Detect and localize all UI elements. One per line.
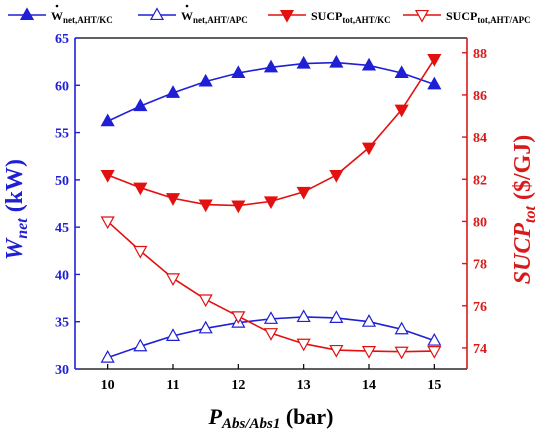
series-group <box>100 54 442 363</box>
left-tick-label: 55 <box>55 127 69 142</box>
data-point <box>361 57 377 71</box>
legend-item-3: SUCPtot,AHT/KC <box>268 9 391 25</box>
data-point <box>165 328 181 341</box>
data-point <box>329 169 344 183</box>
data-point <box>394 346 409 360</box>
right-tick-label: 84 <box>473 131 487 146</box>
data-point <box>198 294 213 308</box>
series-line <box>107 58 436 207</box>
data-point <box>231 65 246 79</box>
data-point <box>100 113 115 127</box>
data-point <box>231 311 246 324</box>
data-point <box>296 186 311 200</box>
data-point <box>263 59 279 73</box>
data-point <box>133 98 148 112</box>
data-point <box>198 320 213 334</box>
data-point <box>361 142 377 156</box>
data-point <box>263 328 279 341</box>
legend-marker <box>19 7 35 21</box>
data-point <box>133 338 148 352</box>
ticks: 30 35 40 45 50 55 60 65 74 76 78 80 82 84 86 88 10 11 12 13… <box>55 32 487 393</box>
left-tick-label: 45 <box>55 221 69 236</box>
right-tick-label: 88 <box>473 47 487 62</box>
data-point <box>296 55 311 69</box>
legend-label: SUCPtot,AHT/APC <box>446 9 531 25</box>
legend-item-2: Wnet,AHT/APC <box>138 4 248 25</box>
data-point <box>361 346 377 359</box>
bottom-tick-label: 15 <box>427 378 441 393</box>
legend-item-1: Wnet,AHT/KC <box>8 4 113 25</box>
data-point <box>100 169 115 183</box>
bottom-tick-label: 11 <box>166 378 179 393</box>
data-point <box>100 349 115 363</box>
data-point <box>394 65 409 79</box>
data-point <box>329 310 344 323</box>
legend-dot-icon <box>55 4 59 8</box>
right-tick-label: 80 <box>473 215 487 230</box>
bottom-tick-label: 12 <box>231 378 245 393</box>
data-point <box>394 104 409 118</box>
legend-label: SUCPtot,AHT/KC <box>311 9 391 25</box>
plot-frame <box>74 37 468 370</box>
legend: Wnet,AHT/KC Wnet,AHT/APC SUCPtot,AHT/KC SUC… <box>8 4 531 25</box>
legend-marker <box>149 7 165 21</box>
left-tick-label: 40 <box>55 268 69 283</box>
legend-item-4: SUCPtot,AHT/APC <box>403 9 531 25</box>
data-point <box>329 54 344 68</box>
data-point <box>361 314 377 327</box>
data-point <box>100 216 115 230</box>
bottom-tick-label: 10 <box>101 378 115 393</box>
bottom-tick-label: 14 <box>362 378 376 393</box>
legend-label: Wnet,AHT/APC <box>181 9 248 25</box>
right-tick-label: 82 <box>473 173 487 188</box>
right-tick-label: 74 <box>473 342 487 357</box>
data-point <box>198 73 213 87</box>
data-point <box>427 76 442 90</box>
left-tick-label: 60 <box>55 79 69 94</box>
axis-titles: PAbs/Abs1 (bar) Wnet (kW) SUCPtot ($/GJ) <box>2 135 539 432</box>
series-3 <box>100 54 442 214</box>
legend-marker <box>279 9 295 23</box>
data-point <box>427 54 442 67</box>
left-tick-label: 65 <box>55 32 69 47</box>
data-point <box>427 332 442 346</box>
data-point <box>296 338 311 352</box>
y-right-axis-title: SUCPtot ($/GJ) <box>510 135 539 285</box>
data-point <box>133 182 148 196</box>
data-point <box>133 245 148 259</box>
left-tick-label: 35 <box>55 316 69 331</box>
data-point <box>165 85 181 98</box>
data-point <box>198 199 213 213</box>
legend-label: Wnet,AHT/KC <box>51 9 113 25</box>
left-tick-label: 30 <box>55 363 69 378</box>
data-point <box>263 311 279 324</box>
data-point <box>231 200 246 214</box>
data-point <box>165 193 181 206</box>
series-1 <box>100 54 442 127</box>
legend-dot-icon <box>185 4 189 8</box>
series-4 <box>100 216 442 360</box>
x-axis-title: PAbs/Abs1 (bar) <box>208 404 334 432</box>
left-tick-label: 50 <box>55 174 69 189</box>
bottom-tick-label: 13 <box>297 378 311 393</box>
data-point <box>296 309 311 323</box>
right-tick-label: 86 <box>473 89 487 104</box>
right-tick-label: 78 <box>473 258 487 273</box>
data-point <box>329 344 344 358</box>
legend-marker <box>414 9 430 23</box>
data-point <box>427 346 442 359</box>
series-2 <box>100 309 442 363</box>
y-left-axis-title: Wnet (kW) <box>2 159 31 260</box>
data-point <box>165 273 181 287</box>
data-point <box>394 321 409 335</box>
right-tick-label: 76 <box>473 300 487 315</box>
data-point <box>263 196 279 210</box>
